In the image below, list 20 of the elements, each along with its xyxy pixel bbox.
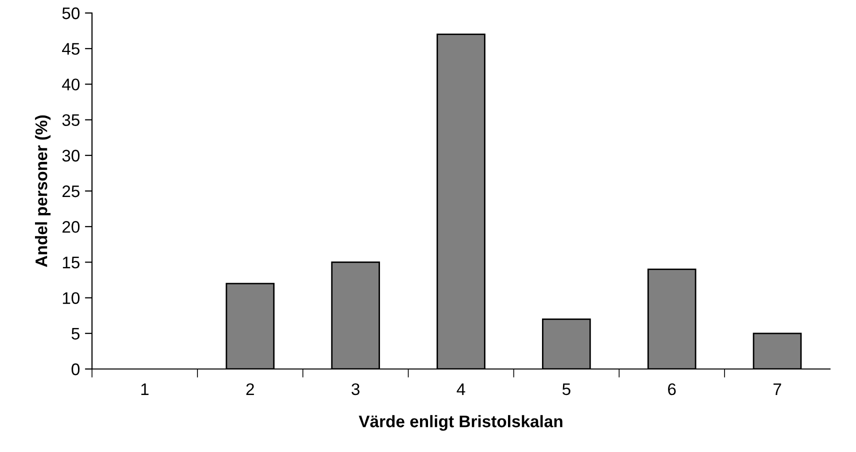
y-tick-label: 35 bbox=[62, 114, 80, 126]
y-tick-label: 5 bbox=[72, 328, 80, 340]
y-tick-label: 40 bbox=[62, 78, 80, 90]
x-tick-label: 1 bbox=[141, 384, 149, 395]
y-tick-label: 30 bbox=[62, 150, 80, 162]
y-tick-label: 15 bbox=[62, 256, 80, 268]
y-tick-label: 0 bbox=[72, 363, 80, 376]
x-tick-label: 3 bbox=[352, 383, 360, 396]
y-tick-label: 20 bbox=[62, 221, 80, 233]
x-axis-title: Värde enligt Bristolskalan bbox=[358, 415, 562, 431]
x-tick-label: 4 bbox=[456, 384, 466, 395]
x-tick-label: 6 bbox=[668, 383, 676, 396]
y-tick-label: 50 bbox=[62, 7, 80, 20]
y-tick-label: 10 bbox=[62, 292, 80, 304]
y-axis-title: Andel personer (%) bbox=[35, 115, 51, 267]
y-tick-label: 45 bbox=[62, 43, 80, 55]
y-tick-label: 25 bbox=[62, 185, 80, 198]
x-tick-label: 2 bbox=[246, 383, 254, 395]
x-tick-label: 7 bbox=[774, 384, 782, 395]
x-tick-label: 5 bbox=[562, 384, 570, 396]
